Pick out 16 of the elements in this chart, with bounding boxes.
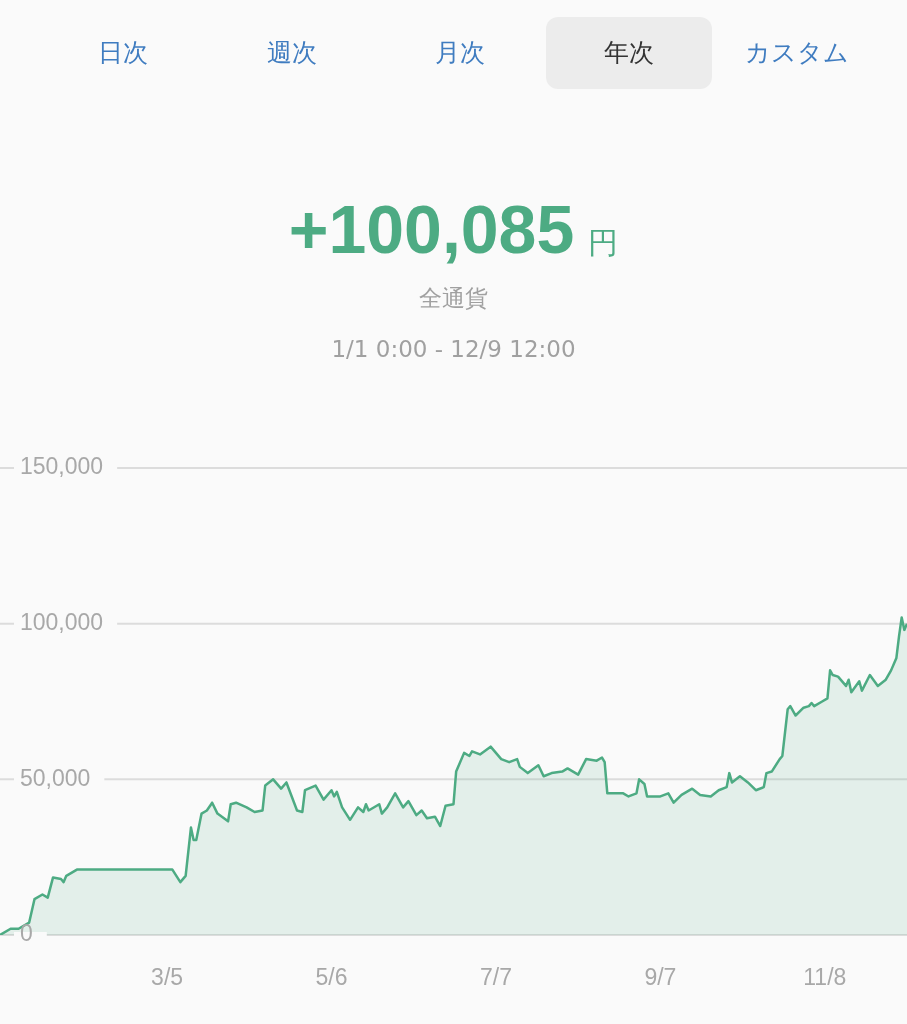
x-tick-label: 9/7	[644, 964, 677, 991]
y-tick-label: 50,000	[20, 764, 91, 791]
chart-title: +100,085 円	[288, 191, 619, 267]
text: 日次	[97, 37, 149, 69]
x-tick-label: 7/7	[479, 964, 512, 991]
text: 週次	[265, 37, 318, 69]
chart-subtitle: 全通貨 1/1 0:00 - 12/9 12:00	[330, 284, 577, 362]
selected-tab: 年次	[545, 17, 712, 89]
y-tick-label: 100,000	[20, 609, 104, 636]
x-tick-label: 11/8	[803, 964, 847, 991]
text: カスタム	[744, 37, 850, 69]
y-tick-label: 150,000	[20, 453, 104, 480]
x-tick-label: 5/6	[315, 964, 348, 991]
y-tick-label: 0	[20, 920, 33, 947]
text: 月次	[434, 37, 486, 69]
x-tick-label: 3/5	[151, 964, 184, 991]
